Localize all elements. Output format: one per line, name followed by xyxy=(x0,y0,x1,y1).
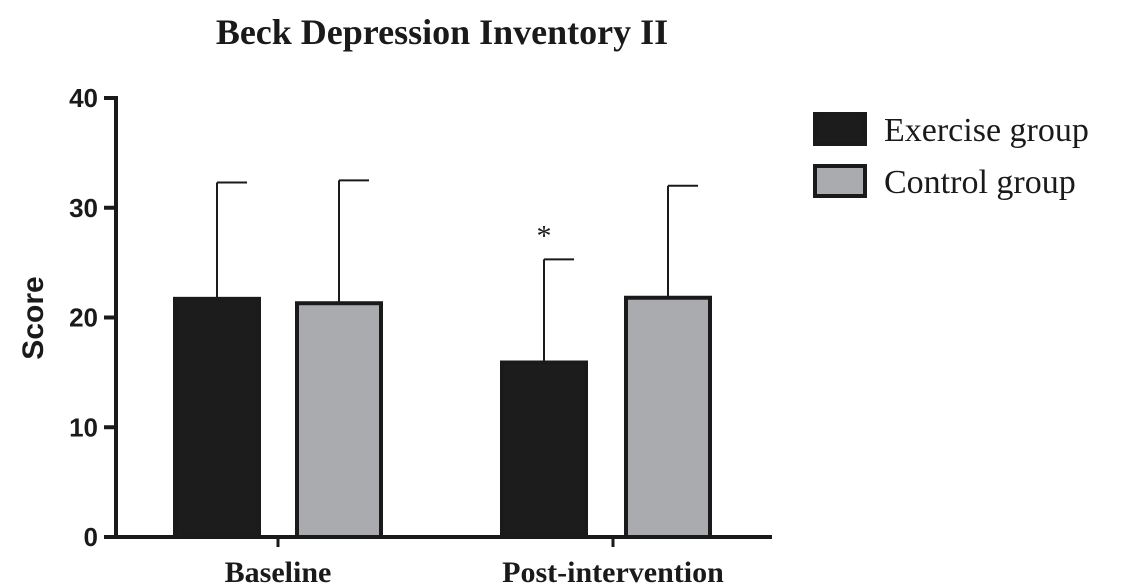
y-tick-label: 40 xyxy=(69,83,98,113)
bar xyxy=(295,301,383,540)
legend-label: Control group xyxy=(884,164,1076,201)
y-tick-label: 0 xyxy=(84,522,98,552)
x-tick-label: Post-intervention xyxy=(502,556,724,586)
chart-title: Beck Depression Inventory II xyxy=(216,12,668,52)
x-tick-label: Baseline xyxy=(225,556,332,586)
legend-swatch xyxy=(813,112,867,146)
bar xyxy=(500,360,588,539)
y-axis-label: Score xyxy=(17,276,50,359)
legend-label: Exercise group xyxy=(884,112,1089,149)
y-tick-label: 30 xyxy=(69,193,98,223)
y-tick-label: 10 xyxy=(69,412,98,442)
bar xyxy=(173,296,261,539)
significance-marker: * xyxy=(537,219,552,252)
y-tick-label: 20 xyxy=(69,303,98,333)
legend: Exercise group Control group xyxy=(813,112,1089,201)
plot-area: * 0 10 20 30 40 Baseline Post-intervention xyxy=(69,83,772,586)
bar xyxy=(624,295,712,539)
legend-swatch xyxy=(813,164,867,198)
